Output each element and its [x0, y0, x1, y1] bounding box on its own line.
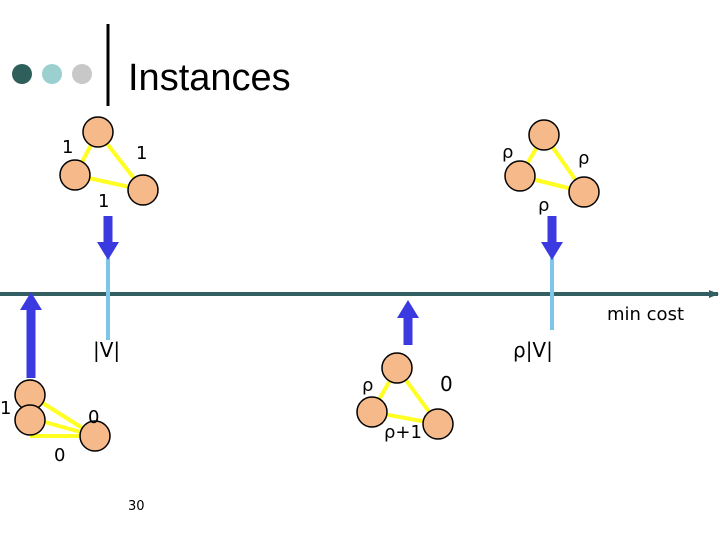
instance-d-up-arrow-head	[397, 300, 419, 318]
instance-b-down-arrow-head	[541, 242, 563, 260]
instance-a-edge-bottom-label: 1	[98, 191, 109, 212]
bullet-light-teal	[42, 64, 62, 84]
node	[59, 159, 91, 191]
instance-d-graph	[356, 352, 454, 440]
instance-c-graph	[14, 379, 111, 452]
instance-a-edge-right-label: 1	[136, 143, 147, 164]
node	[356, 396, 388, 428]
instance-c-edge-right-label: 0	[88, 407, 99, 428]
instance-c-edge-left-label: 1	[0, 398, 11, 419]
instance-b-value-label: ρ|V|	[513, 338, 553, 362]
node	[14, 404, 46, 436]
instance-a-down-arrow-head	[97, 242, 119, 260]
instance-b-graph	[504, 119, 600, 208]
header-decoration	[12, 24, 110, 106]
node	[528, 119, 560, 151]
instance-c-edge-bottom-label: 0	[54, 445, 65, 466]
instance-d-edge-bottom-label: ρ+1	[384, 422, 422, 443]
node	[504, 160, 536, 192]
instance-d-edge-left-label: ρ	[362, 375, 373, 396]
instance-c-up-arrow-head	[20, 292, 42, 310]
instance-a-value-label: |V|	[93, 338, 120, 362]
instance-b-edge-bottom-label: ρ	[538, 195, 549, 216]
instance-a-graph	[59, 116, 159, 206]
instance-b-edge-left-label: ρ	[502, 142, 513, 163]
bullet-gray	[72, 64, 92, 84]
bullet-dark	[12, 64, 32, 84]
instance-d-edge-right-label: 0	[440, 372, 453, 396]
node	[79, 420, 111, 452]
instance-a-edge-left-label: 1	[62, 137, 73, 158]
node	[422, 408, 454, 440]
axis-label: min cost	[607, 304, 684, 325]
node	[127, 174, 159, 206]
page-title: Instances	[128, 57, 291, 99]
node	[82, 116, 114, 148]
node	[568, 176, 600, 208]
instance-b-edge-right-label: ρ	[578, 148, 589, 169]
node	[381, 352, 413, 384]
page-number: 30	[128, 499, 145, 514]
